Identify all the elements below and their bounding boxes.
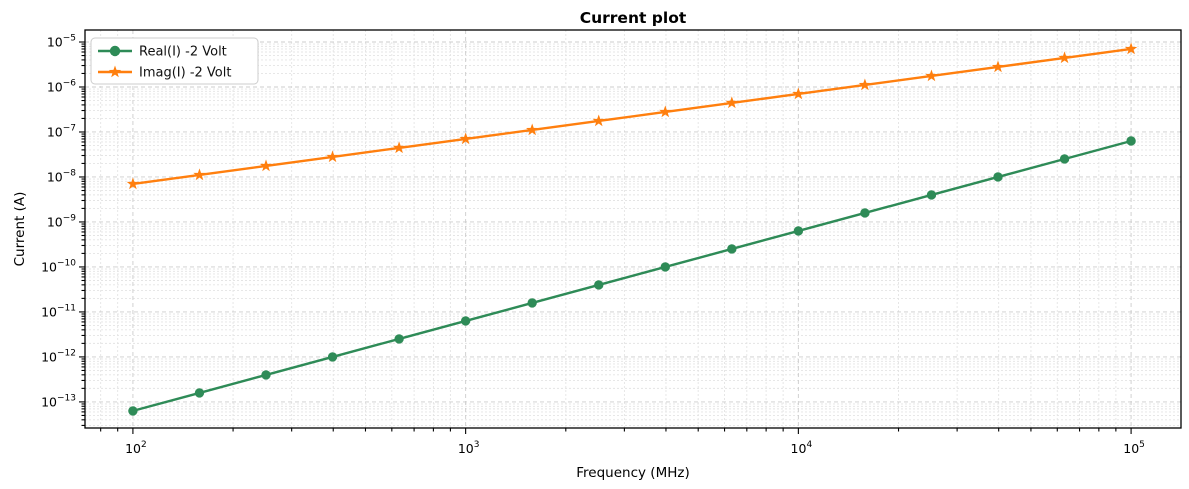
y-tick-label: 10−5: [47, 34, 76, 50]
data-point-marker: [459, 132, 472, 145]
data-point-marker: [527, 298, 537, 308]
chart-title: Current plot: [580, 9, 687, 27]
y-tick-label: 10−11: [41, 303, 76, 319]
data-point-marker: [193, 168, 206, 181]
data-point-marker: [926, 190, 937, 200]
y-tick-label: 10−8: [47, 168, 76, 184]
x-tick-label: 105: [1123, 440, 1145, 456]
legend-swatch-marker: [108, 65, 122, 78]
data-point-marker: [660, 262, 670, 272]
data-point-marker: [392, 141, 406, 154]
data-point-marker: [858, 78, 872, 91]
data-point-marker: [725, 96, 738, 109]
data-point-marker: [128, 406, 138, 416]
data-point-marker: [792, 87, 805, 100]
series-0-markers: [128, 136, 1136, 416]
y-tick-label: 10−9: [47, 213, 76, 229]
data-point-marker: [993, 172, 1003, 182]
data-point-marker: [592, 114, 605, 127]
data-point-marker: [1124, 42, 1138, 55]
x-tick-label: 104: [791, 440, 813, 456]
series-1: [126, 42, 1138, 190]
series-layer: [126, 42, 1138, 416]
data-point-marker: [327, 352, 338, 362]
legend-box: [90, 37, 259, 85]
y-tick-label: 10−6: [47, 78, 76, 94]
legend-label: Imag(I) -2 Volt: [139, 66, 231, 81]
data-point-marker: [460, 316, 471, 326]
grid-major: [85, 30, 1181, 428]
legend: Real(I) -2 Volt Imag(I) -2 Volt: [90, 37, 259, 85]
data-point-marker: [394, 334, 404, 344]
series-1-line: [131, 47, 1133, 186]
legend-label: Real(I) -2 Volt: [139, 45, 227, 60]
data-point-marker: [1058, 51, 1071, 64]
x-axis-label: Frequency (MHz): [576, 465, 689, 481]
series-1-markers: [126, 42, 1138, 190]
series-0: [128, 136, 1136, 416]
data-point-marker: [793, 226, 804, 236]
legend-swatch-marker: [109, 45, 121, 57]
data-point-marker: [526, 123, 539, 136]
data-point-marker: [259, 159, 273, 172]
y-tick-label: 10−7: [47, 123, 76, 139]
data-point-marker: [991, 60, 1005, 73]
y-axis-label: Current (A): [12, 192, 28, 267]
data-point-marker: [594, 280, 604, 290]
data-point-marker: [727, 244, 737, 254]
data-point-marker: [1126, 136, 1136, 146]
data-point-marker: [659, 105, 672, 118]
x-tick-label: 102: [125, 440, 147, 456]
y-tick-label: 10−13: [41, 393, 76, 409]
data-point-marker: [860, 208, 870, 218]
grid-minor: [85, 30, 1181, 428]
x-tick-label: 103: [458, 440, 480, 456]
data-point-marker: [126, 177, 140, 190]
series-0-line: [131, 139, 1133, 413]
data-point-marker: [194, 388, 205, 398]
data-point-marker: [261, 370, 271, 380]
data-point-marker: [925, 69, 938, 82]
data-point-marker: [326, 150, 339, 163]
y-tick-label: 10−12: [41, 348, 76, 364]
data-point-marker: [1059, 154, 1070, 164]
y-tick-label: 10−10: [41, 258, 76, 274]
